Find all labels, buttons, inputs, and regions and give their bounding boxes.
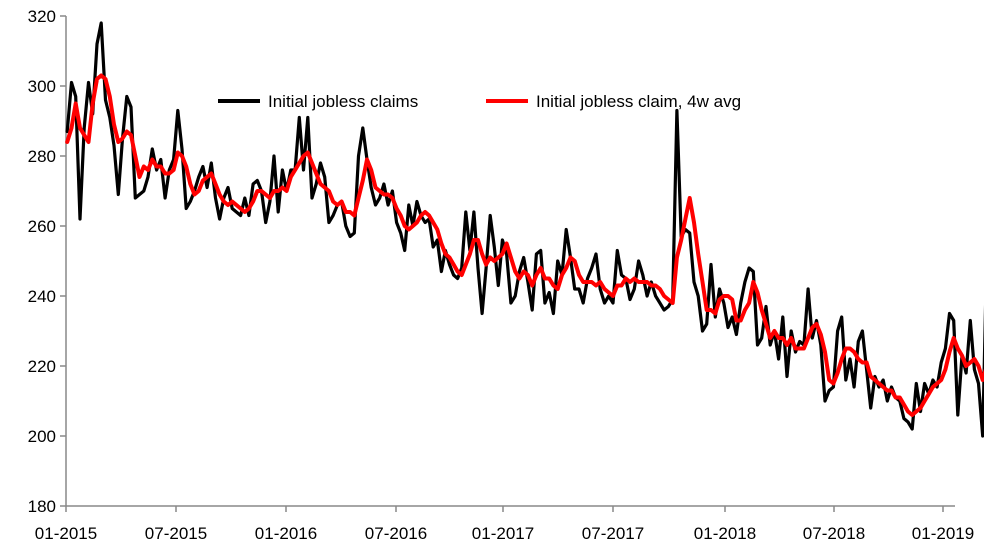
x-tick-label: 07-2018 (803, 524, 865, 543)
y-tick-label: 260 (28, 217, 56, 236)
legend-entry-4w-avg: Initial jobless claim, 4w avg (486, 92, 741, 111)
series-line-initial-jobless-claims (65, 21, 984, 438)
legend-entry-initial-jobless-claims: Initial jobless claims (218, 92, 418, 111)
y-tick-label: 240 (28, 287, 56, 306)
y-axis-ticks: 180 200 220 240 260 280 300 320 (28, 7, 66, 516)
y-tick-label: 220 (28, 357, 56, 376)
x-tick-label: 01-2017 (472, 524, 534, 543)
x-tick-label: 07-2015 (145, 524, 207, 543)
x-tick-label: 07-2017 (582, 524, 644, 543)
x-tick-label: 01-2016 (255, 524, 317, 543)
x-tick-label: 01-2018 (694, 524, 756, 543)
y-tick-label: 300 (28, 77, 56, 96)
y-tick-label: 180 (28, 497, 56, 516)
y-tick-label: 320 (28, 7, 56, 26)
x-tick-label: 07-2016 (365, 524, 427, 543)
x-tick-label: 01-2015 (35, 524, 97, 543)
legend: Initial jobless claims Initial jobless cl… (218, 92, 741, 111)
legend-label: Initial jobless claims (268, 92, 418, 111)
x-axis-ticks: 01-2015 07-2015 01-2016 07-2016 01-2017 07-20… (35, 506, 974, 543)
y-tick-label: 200 (28, 427, 56, 446)
series-layer (65, 21, 984, 438)
legend-label: Initial jobless claim, 4w avg (536, 92, 741, 111)
x-tick-label: 01-2019 (912, 524, 974, 543)
y-tick-label: 280 (28, 147, 56, 166)
series-line-4w-avg (65, 73, 984, 417)
